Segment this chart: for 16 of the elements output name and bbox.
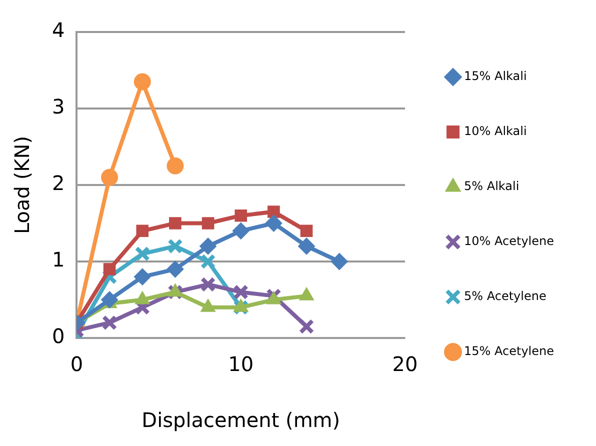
legend-label: 5% Alkali — [464, 179, 520, 194]
y-tick-label: 0 — [52, 324, 65, 348]
legend-label: 5% Acetylene — [464, 289, 546, 304]
legend-label: 10% Acetylene — [464, 234, 554, 248]
y-tick-label: 3 — [52, 94, 65, 119]
legend-label: 10% Alkali — [464, 124, 527, 138]
x-tick-label: 10 — [228, 352, 254, 376]
y-tick-label: 2 — [52, 171, 65, 196]
x-tick-label: 20 — [392, 352, 418, 376]
x-tick-label: 0 — [70, 352, 84, 376]
y-axis-title: Load (KN) — [10, 136, 34, 234]
legend-label: 15% Alkali — [464, 69, 527, 84]
y-tick-label: 4 — [52, 18, 65, 42]
y-tick-label: 1 — [52, 248, 65, 272]
legend-label: 15% Acetylene — [464, 344, 554, 358]
x-axis-title: Displacement (mm) — [142, 408, 340, 432]
